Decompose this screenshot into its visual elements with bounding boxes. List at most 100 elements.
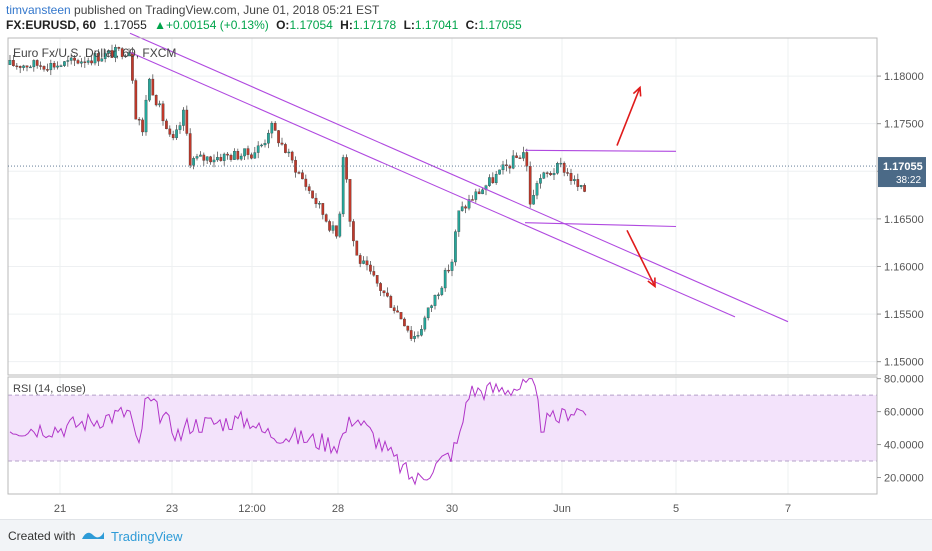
candle-body bbox=[236, 150, 240, 160]
tradingview-logo-icon[interactable] bbox=[80, 527, 106, 543]
candle-body bbox=[161, 103, 165, 122]
axes: 212312:002830Jun571.180001.175001.170001… bbox=[7, 37, 926, 515]
x-tick-label: 7 bbox=[785, 503, 791, 515]
candle-body bbox=[100, 58, 104, 62]
candle-body bbox=[576, 179, 580, 187]
candle-body bbox=[39, 65, 42, 67]
candle-body bbox=[464, 206, 467, 209]
candle-body bbox=[32, 60, 36, 68]
candle-body bbox=[328, 221, 331, 231]
candle-body bbox=[406, 325, 410, 331]
candle-body bbox=[420, 329, 423, 336]
candle-body bbox=[178, 125, 182, 130]
candle-body bbox=[386, 292, 389, 297]
candle-body bbox=[69, 57, 73, 61]
footer: Created with TradingView bbox=[0, 519, 932, 551]
candle-body bbox=[127, 52, 131, 57]
candle-body bbox=[559, 162, 563, 165]
candle-body bbox=[124, 55, 127, 58]
up-triangle-icon: ▲ bbox=[154, 18, 166, 32]
candle-body bbox=[331, 225, 335, 231]
y-tick-label: 1.16000 bbox=[884, 261, 924, 273]
candle-body bbox=[86, 60, 90, 63]
candle-body bbox=[562, 162, 566, 173]
candle-body bbox=[345, 157, 348, 180]
candle-body bbox=[239, 155, 243, 160]
open-value: 1.17054 bbox=[289, 18, 333, 32]
candle-body bbox=[144, 99, 148, 133]
close-label: C: bbox=[465, 18, 479, 32]
x-tick-label: 23 bbox=[166, 503, 178, 515]
y-tick-label: 1.15500 bbox=[884, 309, 924, 321]
candle-body bbox=[301, 172, 304, 180]
last-price-tag bbox=[878, 157, 926, 188]
close-value: 1.17055 bbox=[478, 18, 522, 32]
candle-body bbox=[372, 271, 376, 276]
candle-body bbox=[56, 65, 59, 68]
x-tick-label: 30 bbox=[446, 503, 458, 515]
publish-info: published on TradingView.com, June 01, 2… bbox=[74, 3, 380, 17]
candle-body bbox=[511, 155, 515, 169]
candle-body bbox=[46, 69, 49, 71]
arrow-down-annotation bbox=[626, 229, 656, 287]
trendline bbox=[524, 149, 677, 152]
candles bbox=[8, 44, 586, 343]
candle-body bbox=[141, 119, 144, 133]
candle-body bbox=[460, 206, 464, 211]
candle-body bbox=[450, 261, 454, 271]
chart-canvas[interactable]: 212312:002830Jun571.180001.175001.170001… bbox=[0, 0, 932, 519]
candle-body bbox=[491, 177, 495, 184]
candle-body bbox=[66, 60, 70, 62]
main-pane-frame bbox=[7, 37, 878, 376]
candle-body bbox=[182, 109, 185, 126]
low-value: 1.17041 bbox=[414, 18, 459, 32]
tradingview-brand-link[interactable]: TradingView bbox=[111, 529, 183, 544]
x-tick-label: 21 bbox=[54, 503, 66, 515]
rsi-band bbox=[8, 394, 877, 462]
candle-body bbox=[15, 65, 19, 68]
candle-body bbox=[229, 155, 233, 160]
y-tick-label: 1.16500 bbox=[884, 214, 924, 226]
drawings bbox=[129, 32, 789, 323]
candle-body bbox=[532, 195, 535, 205]
candle-body bbox=[97, 53, 100, 62]
candle-body bbox=[168, 128, 172, 135]
candle-body bbox=[83, 61, 87, 63]
y-tick-label: 1.15000 bbox=[884, 357, 924, 369]
candle-body bbox=[250, 154, 253, 159]
candle-body bbox=[212, 159, 216, 163]
candle-body bbox=[573, 179, 576, 181]
candle-body bbox=[270, 122, 274, 134]
candle-body bbox=[103, 52, 107, 59]
candle-body bbox=[525, 152, 529, 167]
candle-body bbox=[216, 157, 219, 161]
candle-body bbox=[8, 60, 12, 65]
candle-body bbox=[76, 60, 80, 64]
candle-body bbox=[110, 50, 114, 58]
candle-body bbox=[494, 174, 498, 184]
candle-body bbox=[474, 191, 478, 200]
candle-body bbox=[413, 336, 416, 339]
x-tick-label: 5 bbox=[673, 503, 679, 515]
candle-body bbox=[263, 143, 267, 146]
candle-body bbox=[392, 307, 396, 311]
candle-body bbox=[304, 178, 308, 187]
candle-body bbox=[73, 57, 76, 61]
candle-body bbox=[260, 144, 263, 147]
candle-body bbox=[515, 155, 518, 158]
candle-body bbox=[583, 185, 586, 192]
author-link[interactable]: timvansteen bbox=[6, 3, 71, 17]
arrow-up-annotation-head bbox=[632, 85, 642, 97]
candle-body bbox=[107, 50, 110, 54]
candle-body bbox=[518, 157, 522, 159]
candle-body bbox=[454, 231, 457, 263]
x-tick-label: 12:00 bbox=[238, 503, 266, 515]
candle-body bbox=[131, 52, 134, 81]
rsi-y-tick-label: 60.0000 bbox=[884, 407, 924, 419]
candle-body bbox=[416, 335, 420, 337]
x-tick-label: Jun bbox=[553, 503, 571, 515]
candle-body bbox=[297, 172, 301, 174]
candle-body bbox=[284, 144, 287, 153]
trendline bbox=[129, 51, 736, 318]
candle-body bbox=[447, 269, 450, 272]
